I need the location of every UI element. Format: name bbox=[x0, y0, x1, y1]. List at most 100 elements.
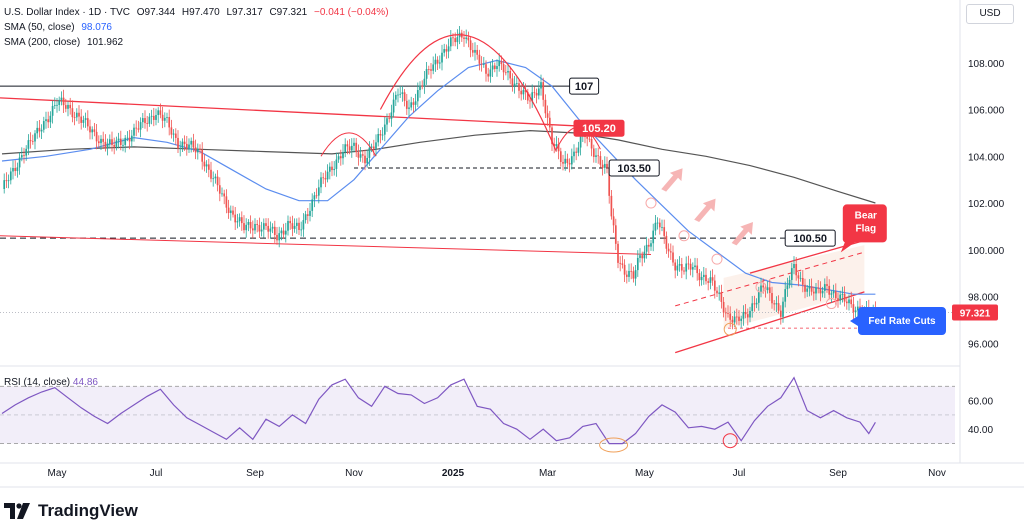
candle bbox=[194, 139, 197, 160]
candle-body bbox=[36, 127, 39, 134]
candle-body bbox=[555, 144, 558, 147]
candle-body bbox=[438, 62, 441, 64]
candle-body bbox=[141, 118, 144, 123]
candle-body bbox=[377, 133, 380, 143]
candle bbox=[738, 310, 740, 326]
candle-body bbox=[196, 148, 199, 153]
candle bbox=[218, 177, 221, 202]
high-value: H97.470 bbox=[181, 7, 220, 18]
candle-body bbox=[86, 118, 89, 127]
candle bbox=[817, 280, 820, 294]
candle bbox=[443, 43, 446, 57]
candle-body bbox=[625, 274, 628, 277]
candle-body bbox=[856, 306, 859, 311]
candle-body bbox=[645, 244, 648, 252]
candle-body bbox=[447, 46, 450, 52]
candle bbox=[150, 109, 153, 125]
candle bbox=[768, 279, 771, 301]
candle bbox=[346, 140, 349, 155]
candle bbox=[289, 216, 292, 230]
candle bbox=[104, 134, 107, 152]
candle-body bbox=[691, 267, 694, 270]
candle bbox=[491, 58, 494, 78]
candle bbox=[812, 286, 815, 301]
candle-body bbox=[502, 64, 505, 73]
candle bbox=[487, 67, 490, 82]
candle bbox=[623, 259, 626, 282]
candle-body bbox=[568, 162, 571, 165]
candle-body bbox=[29, 140, 32, 142]
candle bbox=[284, 222, 287, 243]
candle bbox=[852, 296, 855, 321]
candle bbox=[49, 111, 52, 128]
candle-body bbox=[172, 133, 175, 135]
candle-body bbox=[652, 230, 655, 244]
candle bbox=[137, 120, 140, 133]
candle bbox=[214, 173, 217, 184]
candle-body bbox=[445, 49, 448, 52]
candle-body bbox=[667, 248, 670, 252]
candle bbox=[771, 286, 773, 309]
candle bbox=[680, 257, 683, 279]
candle bbox=[75, 108, 78, 122]
candle bbox=[269, 221, 272, 239]
candle-body bbox=[746, 314, 749, 318]
candle-body bbox=[672, 252, 674, 263]
candle bbox=[273, 220, 276, 243]
candle bbox=[672, 245, 674, 266]
candle bbox=[639, 248, 641, 263]
candle-body bbox=[3, 180, 6, 190]
candle-body bbox=[78, 112, 80, 117]
candle-body bbox=[190, 140, 193, 145]
sma50-legend[interactable]: SMA (50, close) 98.076 bbox=[4, 21, 116, 34]
candle-body bbox=[170, 127, 173, 135]
candle-body bbox=[566, 158, 569, 163]
candle-body bbox=[42, 121, 45, 130]
candle-body bbox=[124, 137, 127, 145]
candle bbox=[86, 110, 89, 131]
candle bbox=[707, 278, 710, 291]
candle bbox=[434, 53, 437, 72]
tradingview-logo[interactable]: TradingView bbox=[4, 500, 138, 522]
candle-body bbox=[106, 143, 109, 148]
rsi-value: 44.86 bbox=[72, 377, 98, 388]
rsi-legend[interactable]: RSI (14, close) 44.86 bbox=[4, 377, 98, 388]
candle bbox=[64, 98, 67, 113]
candle bbox=[691, 262, 694, 278]
candle bbox=[190, 137, 193, 153]
candle bbox=[291, 215, 294, 237]
candle bbox=[689, 258, 692, 276]
candle bbox=[359, 146, 362, 162]
candle bbox=[260, 221, 263, 237]
price-tick-label: 102.000 bbox=[968, 199, 1005, 210]
sma200-legend[interactable]: SMA (200, close) 101.962 bbox=[4, 36, 127, 49]
candle bbox=[82, 115, 85, 128]
candle-body bbox=[179, 147, 182, 149]
candle bbox=[18, 152, 21, 175]
candle bbox=[654, 214, 657, 236]
candle bbox=[155, 108, 157, 126]
candle-body bbox=[216, 176, 219, 186]
candle-body bbox=[212, 178, 215, 180]
candle bbox=[694, 257, 696, 270]
candle bbox=[14, 160, 17, 176]
candle bbox=[628, 263, 630, 282]
candle bbox=[216, 170, 219, 192]
candle bbox=[342, 144, 344, 165]
candle bbox=[482, 56, 485, 68]
candle bbox=[848, 294, 850, 311]
candle bbox=[212, 171, 215, 187]
candle-body bbox=[520, 90, 523, 95]
candle-body bbox=[192, 140, 195, 148]
candle bbox=[12, 160, 14, 180]
candle bbox=[339, 149, 342, 166]
candle-body bbox=[34, 133, 36, 142]
currency-button[interactable]: USD bbox=[966, 4, 1014, 24]
candle-body bbox=[806, 288, 809, 292]
candle-body bbox=[570, 156, 573, 165]
candle bbox=[551, 124, 553, 152]
candle bbox=[408, 99, 410, 117]
candle-body bbox=[694, 265, 696, 268]
candle-body bbox=[808, 286, 811, 289]
